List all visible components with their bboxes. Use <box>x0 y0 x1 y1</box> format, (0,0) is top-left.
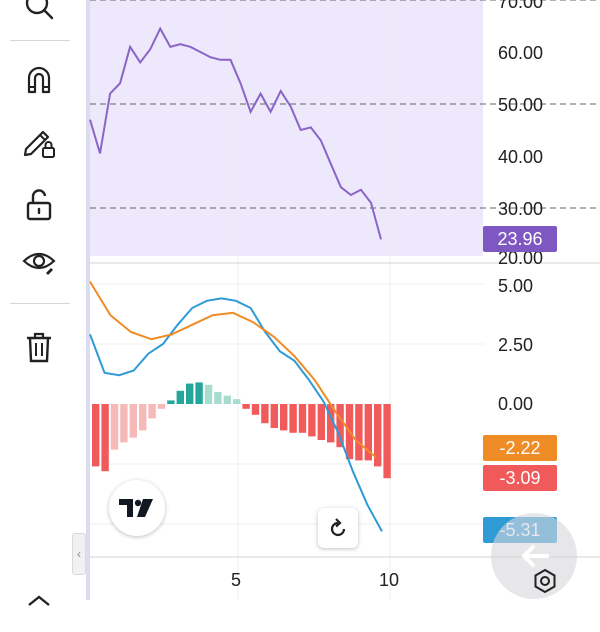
more-tools-button[interactable] <box>14 582 64 632</box>
histogram-bar <box>261 404 269 424</box>
macd-axis-label: 0.00 <box>498 394 534 414</box>
histogram-bar <box>251 404 260 415</box>
histogram-bar <box>280 404 288 431</box>
chart-settings-button[interactable] <box>530 566 560 596</box>
histogram-bar <box>383 404 391 479</box>
drawing-toolbar <box>0 0 78 606</box>
magnet-tool[interactable] <box>14 55 64 105</box>
rsi-axis-label: 70.00 <box>498 0 544 12</box>
back-button[interactable] <box>491 513 577 599</box>
arrow-left-icon <box>522 545 549 567</box>
histogram-bar <box>214 392 222 404</box>
macd-axis-label: 2.50 <box>498 335 534 355</box>
histogram-bar <box>157 404 166 409</box>
toolbar-separator <box>10 303 70 304</box>
rsi-value-tag: 23.96 <box>483 226 557 252</box>
histogram-bar <box>167 400 175 404</box>
rsi-axis-label: 30.00 <box>498 199 544 219</box>
histogram-bar <box>120 404 128 443</box>
time-axis-label: 5 <box>231 570 242 590</box>
trash-icon <box>27 332 51 363</box>
toolbar-collapse-handle[interactable]: ‹ <box>72 533 86 575</box>
histogram-bar <box>176 390 184 404</box>
histogram-bar <box>148 404 156 419</box>
reset-chart-button[interactable] <box>318 508 358 548</box>
histogram-bar <box>364 404 372 461</box>
lock-tool[interactable] <box>14 180 64 230</box>
histogram-bar <box>204 384 213 404</box>
zoom-tool[interactable] <box>14 0 64 30</box>
chart-canvas <box>86 0 600 600</box>
chevron-up-icon <box>28 595 50 606</box>
magnifier-icon <box>25 0 54 20</box>
rsi-line <box>89 26 382 240</box>
macd-axis-label: 5.00 <box>498 276 534 296</box>
delete-tool[interactable] <box>14 322 64 372</box>
histogram-bar <box>92 404 100 467</box>
tradingview-logo[interactable] <box>109 480 165 536</box>
histogram-bar <box>298 404 307 433</box>
unlock-icon <box>26 189 52 221</box>
rsi-axis-label: 20.00 <box>498 248 544 268</box>
histogram-bar <box>270 404 278 428</box>
histogram-bar <box>317 404 325 440</box>
drawing-lock-tool[interactable] <box>14 116 64 166</box>
time-axis-label: 10 <box>379 570 400 590</box>
histogram-bar <box>195 382 203 404</box>
histogram-bar <box>110 404 119 450</box>
chart-area[interactable]: 70.00 60.00 50.00 40.00 30.00 20.00 23.9… <box>84 0 600 600</box>
tradingview-logo-icon <box>119 499 153 517</box>
histogram-bar <box>223 395 231 404</box>
histogram-bar <box>289 404 297 433</box>
histogram-value-tag: -3.09 <box>483 465 557 491</box>
histogram-bar <box>139 404 147 431</box>
chevron-left-icon: ‹ <box>77 547 81 561</box>
histogram-bar <box>101 404 109 472</box>
macd-line <box>89 297 383 532</box>
histogram-bar <box>242 404 250 409</box>
pencil-lock-icon <box>23 130 55 158</box>
settings-icon <box>534 568 556 594</box>
histogram-bar <box>186 383 194 404</box>
histogram-bar <box>129 404 137 438</box>
histogram-bar <box>355 404 363 461</box>
histogram-bar <box>327 404 335 443</box>
histogram-bar <box>336 404 344 448</box>
histogram-bar <box>308 404 316 437</box>
histogram-bar <box>233 399 241 404</box>
rsi-axis-label: 60.00 <box>498 43 544 63</box>
refresh-icon <box>330 518 346 537</box>
signal-line <box>89 281 377 459</box>
magnet-icon <box>27 66 51 94</box>
signal-value-tag: -2.22 <box>483 435 557 461</box>
rsi-axis-label: 50.00 <box>498 95 544 115</box>
rsi-band <box>90 0 483 256</box>
toolbar-separator <box>10 40 70 41</box>
eye-icon <box>22 252 56 275</box>
visibility-tool[interactable] <box>14 236 64 286</box>
rsi-axis-label: 40.00 <box>498 147 544 167</box>
histogram-bar <box>374 404 382 467</box>
